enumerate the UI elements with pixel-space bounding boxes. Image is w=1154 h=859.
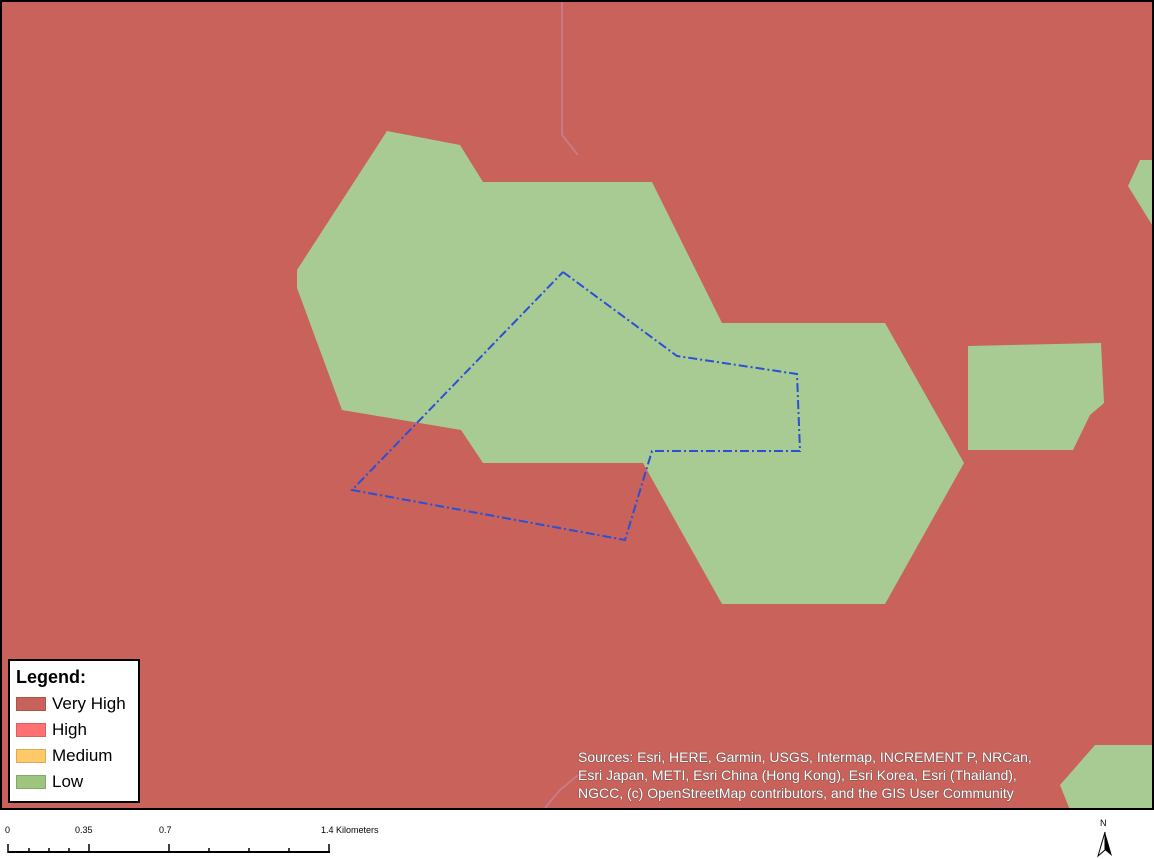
scale-tick-label: 0 xyxy=(5,825,11,835)
legend-label: Low xyxy=(52,772,84,791)
low-zone-corner xyxy=(1060,745,1154,810)
road-line xyxy=(561,0,579,156)
legend-swatch xyxy=(16,749,46,763)
legend-swatch xyxy=(16,697,46,711)
legend: Legend: Very High High Medium Low xyxy=(8,659,140,803)
study-area-boundary xyxy=(349,271,802,542)
scale-bar-line xyxy=(7,844,330,853)
north-arrow-icon xyxy=(1097,831,1112,858)
legend-swatch xyxy=(16,723,46,737)
map-canvas[interactable] xyxy=(0,0,1154,810)
legend-title: Legend: xyxy=(16,667,86,687)
scale-bar: 0 0.35 0.7 1.4 Kilometers xyxy=(0,820,420,856)
attribution-line: Sources: Esri, HERE, Garmin, USGS, Inter… xyxy=(578,749,1032,765)
legend-label: Very High xyxy=(52,694,126,713)
legend-item-high: High xyxy=(16,717,138,743)
scale-tick-label: 0.35 xyxy=(75,825,93,835)
north-arrow: N xyxy=(1095,818,1115,858)
map-border xyxy=(0,0,1154,810)
attribution-text: Sources: Esri, HERE, Garmin, USGS, Inter… xyxy=(578,748,1032,802)
road-line-bottom xyxy=(544,774,579,809)
legend-label: High xyxy=(52,720,87,739)
legend-item-very-high: Very High xyxy=(16,691,138,717)
legend-swatch xyxy=(16,775,46,789)
scale-tick-label: 1.4 Kilometers xyxy=(321,825,379,835)
legend-item-low: Low xyxy=(16,769,138,795)
low-zone-east xyxy=(968,343,1104,450)
low-zone-edge xyxy=(1128,160,1154,228)
north-label: N xyxy=(1100,818,1107,828)
scale-tick-label: 0.7 xyxy=(159,825,172,835)
legend-item-medium: Medium xyxy=(16,743,138,769)
low-zone-main xyxy=(297,131,964,604)
attribution-line: Esri Japan, METI, Esri China (Hong Kong)… xyxy=(578,767,1017,783)
legend-label: Medium xyxy=(52,746,113,765)
attribution-line: NGCC, (c) OpenStreetMap contributors, an… xyxy=(578,785,1014,801)
